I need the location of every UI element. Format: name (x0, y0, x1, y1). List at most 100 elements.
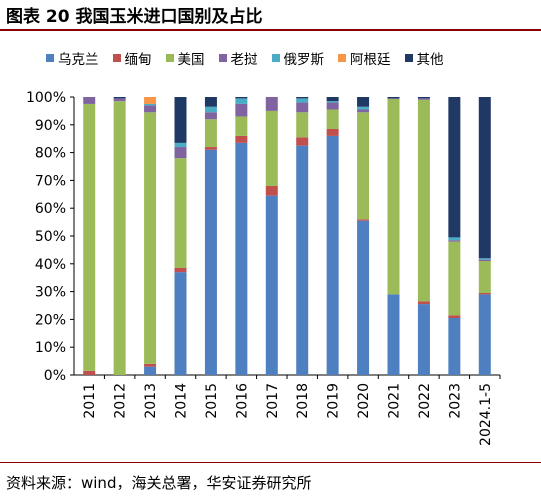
y-tick-label: 30% (35, 285, 66, 301)
x-tick-label: 2022 (417, 383, 433, 419)
bar-segment (204, 112, 217, 120)
x-tick-label: 2020 (356, 383, 372, 419)
bar-segment (174, 97, 187, 143)
bar-segment (326, 109, 339, 129)
source-note: 资料来源：wind，海关总署，华安证券研究所 (6, 474, 312, 492)
x-tick-label: 2018 (295, 383, 311, 419)
bar-segment (265, 185, 278, 196)
bar-segment (144, 105, 157, 113)
x-tick-label: 2023 (447, 383, 463, 419)
bar-segment (235, 97, 248, 99)
y-tick-label: 40% (35, 257, 66, 273)
bar-segment (448, 237, 461, 241)
bar-segment (478, 97, 491, 259)
bar-segment (478, 292, 491, 295)
bar-segment (265, 195, 278, 375)
legend-swatch (338, 54, 346, 62)
bar-segment (417, 98, 430, 100)
legend-label: 老挝 (230, 52, 258, 68)
bar-segment (83, 103, 96, 371)
bar-segment (417, 99, 430, 302)
legend-item: 缅甸 (112, 48, 152, 68)
bar-segment (448, 315, 461, 319)
bar-segment (144, 363, 157, 367)
bar-segment (235, 135, 248, 143)
x-tick-label: 2024.1-5 (478, 383, 494, 446)
bar-segment (113, 98, 126, 102)
bar-segment (265, 97, 278, 111)
bar-segment (417, 304, 430, 375)
y-tick-label: 10% (35, 340, 66, 356)
bar-segment (296, 97, 309, 99)
bar-segment (204, 106, 217, 113)
x-tick-label: 2015 (204, 383, 220, 419)
legend-swatch (271, 54, 280, 62)
y-tick-label: 100% (26, 90, 66, 106)
bar-segment (326, 101, 339, 103)
y-tick-label: 90% (35, 118, 66, 134)
y-tick-label: 80% (35, 146, 66, 162)
bar-segment (478, 258, 491, 260)
figure-title: 图表 20 我国玉米进口国别及占比 (6, 7, 263, 27)
y-tick-label: 20% (35, 312, 66, 328)
legend-swatch (218, 54, 227, 62)
bar-segment (357, 109, 370, 113)
bar-segment (296, 98, 309, 103)
x-tick-label: 2016 (234, 383, 250, 419)
bar-segment (326, 135, 339, 375)
bar-segment (83, 97, 96, 104)
bar-segment (174, 272, 187, 375)
bar-segment (296, 137, 309, 146)
legend-label: 乌克兰 (58, 52, 99, 68)
bar-segment (326, 102, 339, 110)
y-tick-label: 70% (35, 173, 66, 189)
bar-segment (478, 294, 491, 375)
bar-segment (113, 97, 126, 99)
bar-segment (174, 267, 187, 273)
x-tick-label: 2014 (174, 383, 190, 419)
bar-segment (448, 241, 461, 316)
bar-segment (478, 261, 491, 293)
y-tick-label: 50% (35, 229, 66, 245)
bar-segment (448, 240, 461, 242)
bar-segment (357, 220, 370, 375)
bar-segment (174, 142, 187, 148)
bar-segment (296, 145, 309, 375)
bar-segment (144, 97, 157, 104)
bar-segment (204, 97, 217, 107)
source-divider (0, 462, 541, 463)
bar-segment (204, 147, 217, 150)
bar-segment (387, 294, 400, 375)
legend-label: 阿根廷 (350, 52, 391, 68)
legend-label: 缅甸 (124, 52, 152, 68)
bar-segment (204, 119, 217, 148)
legend-swatch (46, 54, 54, 62)
chart-legend: 乌克兰 缅甸 美国 老挝 俄罗斯 阿根廷 其他 (46, 48, 458, 68)
x-tick-label: 2011 (82, 383, 98, 419)
bar-segment (326, 128, 339, 136)
bar-segment (235, 103, 248, 117)
legend-label: 俄罗斯 (283, 52, 325, 68)
bar-segment (387, 98, 400, 99)
bar-segment (357, 112, 370, 220)
bar-segment (478, 259, 491, 262)
legend-item: 阿根廷 (338, 48, 391, 68)
bar-segment (144, 103, 157, 106)
bar-segment (387, 97, 400, 99)
bar-segment (448, 97, 461, 238)
bar-segment (296, 102, 309, 113)
legend-swatch (112, 54, 121, 62)
bar-segment (144, 112, 157, 364)
legend-item: 其他 (404, 48, 444, 68)
x-tick-label: 2013 (143, 383, 159, 419)
bar-segment (265, 110, 278, 186)
legend-item: 老挝 (218, 48, 258, 68)
bar-segment (326, 97, 339, 102)
x-tick-label: 2019 (326, 383, 342, 419)
legend-label: 其他 (416, 52, 444, 68)
bar-segment (113, 101, 126, 376)
bar-segment (235, 142, 248, 375)
legend-label: 美国 (177, 52, 205, 68)
bar-segment (417, 97, 430, 99)
x-tick-label: 2017 (265, 383, 281, 419)
